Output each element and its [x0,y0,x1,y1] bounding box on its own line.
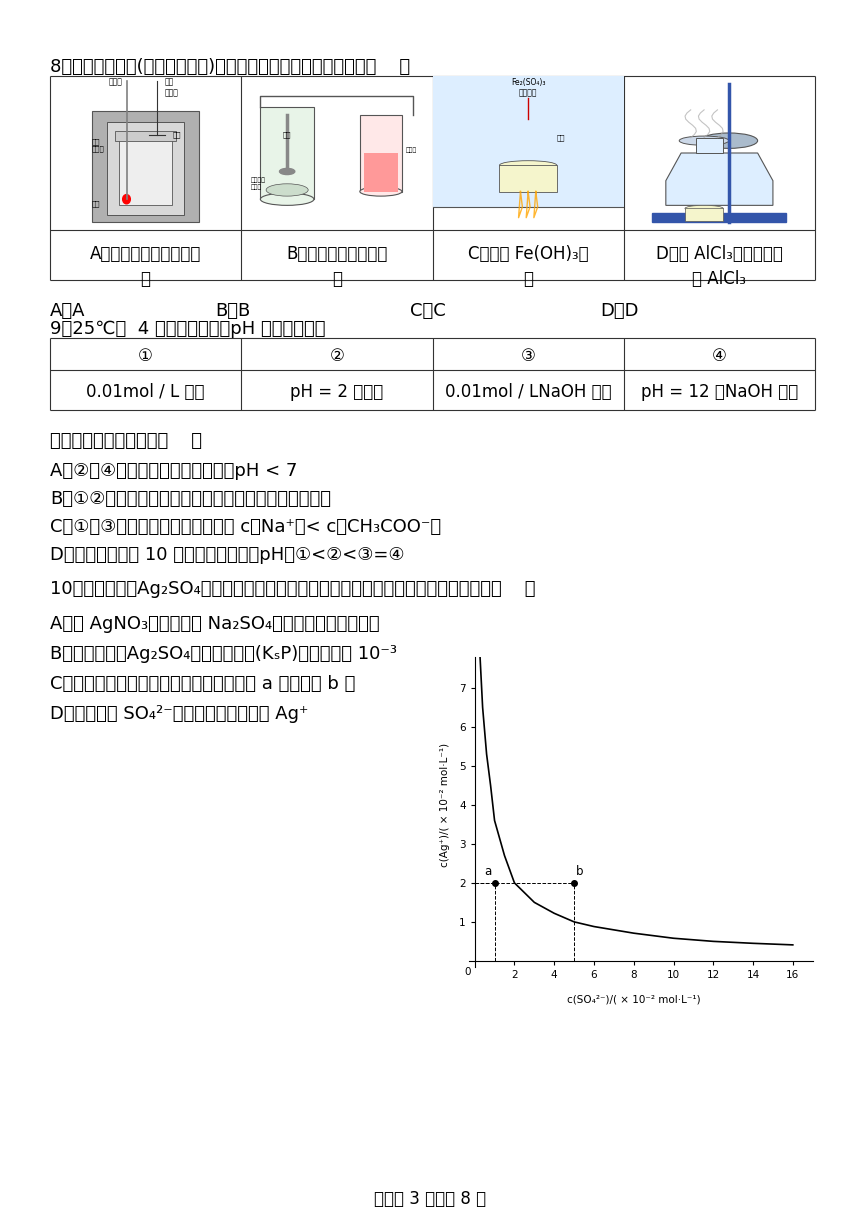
Text: 试卷第 3 页，共 8 页: 试卷第 3 页，共 8 页 [374,1190,486,1207]
Text: C．C: C．C [410,302,445,320]
Text: pH = 2 的醋酸: pH = 2 的醋酸 [291,383,384,401]
Text: Fe₂(SO₄)₃
饱和溶液: Fe₂(SO₄)₃ 饱和溶液 [511,78,545,97]
Ellipse shape [685,206,723,212]
Bar [92,112,200,223]
Text: D．由 AlCl₃溶液制取无: D．由 AlCl₃溶液制取无 [656,244,783,263]
Bar [364,153,398,191]
Text: A．A: A．A [50,302,85,320]
Text: C．可以通过改变温度或加入硫酸银固体使 a 点移动到 b 点: C．可以通过改变温度或加入硫酸银固体使 a 点移动到 b 点 [50,675,355,693]
Text: B．该温度下，Ag₂SO₄的溶度积常数(KₛP)的数量级是 10⁻³: B．该温度下，Ag₂SO₄的溶度积常数(KₛP)的数量级是 10⁻³ [50,644,397,663]
Ellipse shape [700,133,758,148]
Text: c(Ag⁺)/( × 10⁻² mol·L⁻¹): c(Ag⁺)/( × 10⁻² mol·L⁻¹) [439,743,450,867]
Text: 10．某温度时，Ag₂SO₄在水溶液中的沉淀溶解平衡曲线如图所示。下列说法正确的是（    ）: 10．某温度时，Ag₂SO₄在水溶液中的沉淀溶解平衡曲线如图所示。下列说法正确的… [50,580,536,598]
Text: 下列有关叙述正确的是（    ）: 下列有关叙述正确的是（ ） [50,432,202,450]
Text: B．B: B．B [215,302,250,320]
Bar [685,208,723,221]
Text: 内筒
隔热层: 内筒 隔热层 [92,139,105,152]
Text: 沸水: 沸水 [556,134,565,141]
Ellipse shape [266,184,308,196]
Ellipse shape [679,136,729,145]
Text: ④: ④ [712,347,727,365]
Text: 温度计: 温度计 [109,78,123,86]
Text: ①: ① [138,347,153,365]
Text: b: b [576,865,584,878]
Ellipse shape [500,161,556,170]
Ellipse shape [280,168,295,175]
Text: D．含有大量 SO₄²⁻的溶液中肯定不存在 Ag⁺: D．含有大量 SO₄²⁻的溶液中肯定不存在 Ag⁺ [50,705,309,724]
Text: 铁钉: 铁钉 [283,131,292,137]
Text: 红墨水: 红墨水 [406,147,417,153]
Text: 8．利用下列装置(夹持装置省略)进行实验，能达到实验目的的是（    ）: 8．利用下列装置(夹持装置省略)进行实验，能达到实验目的的是（ ） [50,58,410,75]
Text: a: a [484,865,492,878]
Text: A．测定中和反应的反应: A．测定中和反应的反应 [90,244,201,263]
Text: D．分别加水稀释 10 倍，稀释后溶液的pH：①<②<③=④: D．分别加水稀释 10 倍，稀释后溶液的pH：①<②<③=④ [50,546,404,564]
Bar [359,114,402,191]
Text: C．①与③等体积混合，混合溶液中 c（Na⁺）< c（CH₃COO⁻）: C．①与③等体积混合，混合溶液中 c（Na⁺）< c（CH₃COO⁻） [50,518,441,536]
Text: c(SO₄²⁻)/( × 10⁻² mol·L⁻¹): c(SO₄²⁻)/( × 10⁻² mol·L⁻¹) [567,993,701,1004]
Text: C．制备 Fe(OH)₃胶: C．制备 Fe(OH)₃胶 [468,244,588,263]
Text: ②: ② [329,347,344,365]
Text: 0: 0 [464,967,470,976]
Text: A．向 AgNO₃溶液中滴加 Na₂SO₄溶液不一定会生成沉淀: A．向 AgNO₃溶液中滴加 Na₂SO₄溶液不一定会生成沉淀 [50,615,379,634]
Bar [115,131,176,141]
Text: 金属
搅拌器: 金属 搅拌器 [165,78,179,97]
Text: 0.01mol / LNaOH 溶液: 0.01mol / LNaOH 溶液 [445,383,611,401]
Text: 热: 热 [141,270,150,288]
Bar [108,122,184,214]
Bar [261,107,314,199]
Text: ③: ③ [520,347,536,365]
Text: 蚀: 蚀 [332,270,342,288]
Text: 9．25℃，  4 种溶液的浓度或pH 如下表所示：: 9．25℃， 4 种溶液的浓度或pH 如下表所示： [50,320,325,338]
Ellipse shape [359,187,402,196]
FancyBboxPatch shape [423,72,633,207]
Text: 水 AlCl₃: 水 AlCl₃ [692,270,746,288]
Bar [500,165,556,191]
Ellipse shape [261,193,314,206]
Bar [697,137,723,153]
Text: 外壳: 外壳 [92,201,101,207]
Text: D．D: D．D [600,302,638,320]
Polygon shape [666,153,773,206]
Text: pH = 12 的NaOH 溶液: pH = 12 的NaOH 溶液 [641,383,798,401]
Text: 杯盖: 杯盖 [172,131,181,137]
Text: B．观察铁的的吸氧腐: B．观察铁的的吸氧腐 [286,244,388,263]
Ellipse shape [123,195,131,204]
Text: 体: 体 [523,270,533,288]
Text: A．②与④等体积混合，混合溶液的pH < 7: A．②与④等体积混合，混合溶液的pH < 7 [50,462,298,480]
Text: B．①②分别与相同规格的铝片反应，初始反应速率相同: B．①②分别与相同规格的铝片反应，初始反应速率相同 [50,490,331,508]
Text: 0.01mol / L 醋酸: 0.01mol / L 醋酸 [86,383,205,401]
Text: 浸食盐水
的棉团: 浸食盐水 的棉团 [251,178,266,190]
Bar [653,213,786,223]
Bar [119,135,172,206]
Ellipse shape [522,89,534,97]
